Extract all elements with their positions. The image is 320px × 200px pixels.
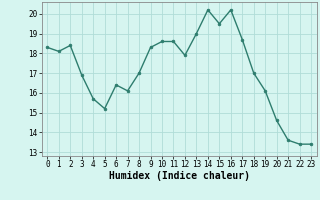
X-axis label: Humidex (Indice chaleur): Humidex (Indice chaleur): [109, 171, 250, 181]
